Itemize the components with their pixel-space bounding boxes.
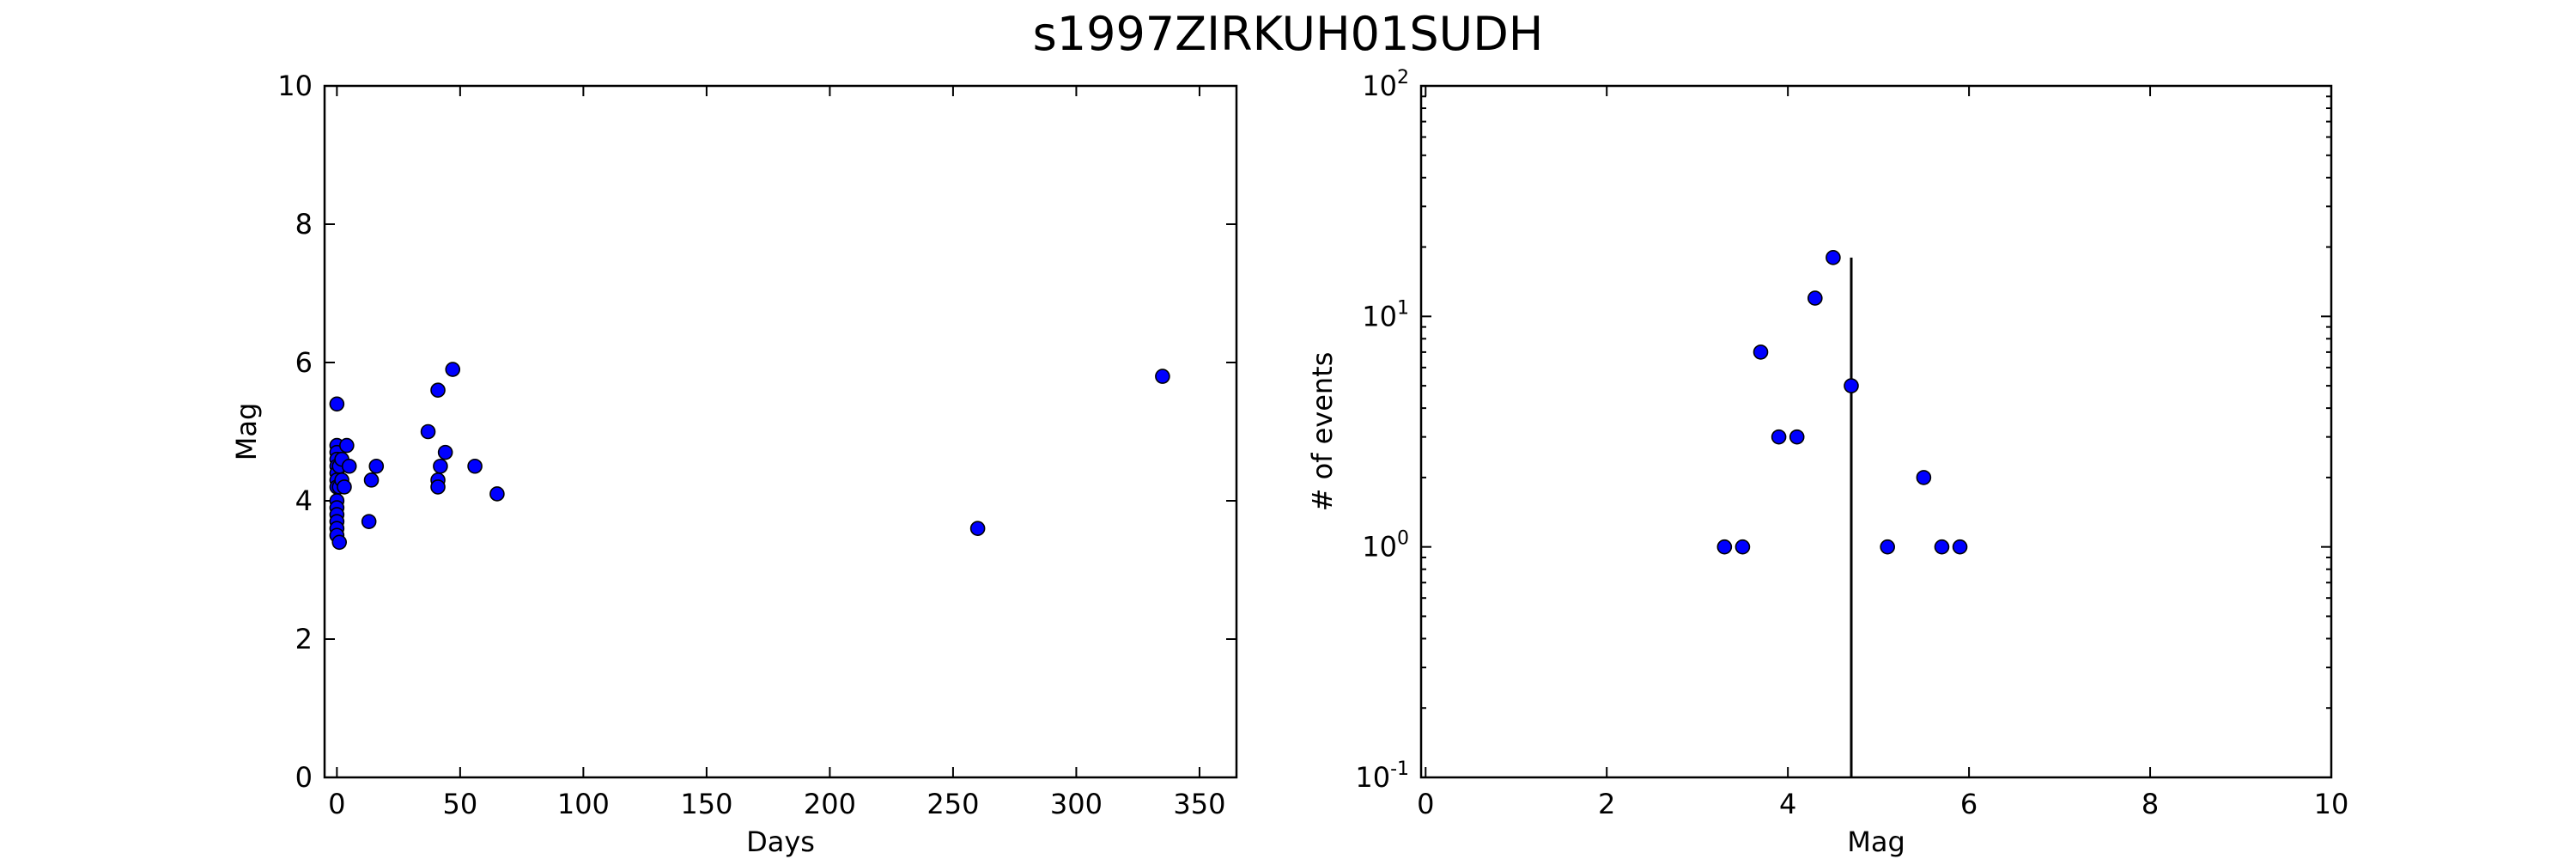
data-point: [368, 458, 385, 474]
data-point: [1880, 539, 1895, 555]
mag-distribution-plot: 0 2 4 6 8 10 10-1 100 101 102 Mag # of events: [1306, 67, 2348, 858]
data-point: [361, 514, 377, 529]
x-tick-label: 50: [443, 788, 478, 820]
data-point: [1771, 429, 1787, 445]
data-point: [433, 458, 448, 474]
data-point: [329, 396, 345, 412]
x-tick-label: 250: [927, 788, 979, 820]
data-point: [1716, 539, 1733, 555]
data-point: [1826, 250, 1841, 265]
data-point: [1789, 429, 1805, 445]
data-point: [1844, 378, 1859, 393]
x-tick-label: 4: [1779, 788, 1796, 820]
x-axis-label: Days: [746, 825, 815, 858]
x-tick-label: 0: [1417, 788, 1434, 820]
y-tick-label: 100: [1362, 528, 1409, 564]
x-tick-label: 100: [557, 788, 610, 820]
data-point: [1753, 344, 1769, 360]
y-axis-label: Mag: [230, 403, 263, 461]
y-tick-label: 6: [295, 346, 313, 379]
data-point: [341, 458, 357, 474]
data-point: [1952, 539, 1968, 555]
x-tick-label: 2: [1598, 788, 1615, 820]
data-point: [1916, 470, 1932, 485]
data-point: [430, 479, 446, 495]
x-axis-label: Mag: [1847, 825, 1905, 858]
plot-frame: [323, 84, 1238, 779]
y-tick-label: 8: [295, 208, 313, 241]
data-point: [467, 458, 483, 474]
data-point: [445, 362, 461, 377]
data-point: [1735, 539, 1751, 555]
data-point: [1155, 369, 1170, 384]
data-point: [420, 423, 436, 440]
y-tick-label: 0: [295, 761, 313, 794]
x-tick-label: 8: [2142, 788, 2159, 820]
y-tick-label: 10-1: [1355, 758, 1409, 794]
data-point: [339, 437, 355, 454]
x-tick-label: 300: [1050, 788, 1103, 820]
data-point: [1807, 290, 1823, 306]
data-point: [1934, 539, 1950, 555]
figure-title: s1997ZIRKUH01SUDH: [1033, 7, 1544, 61]
x-tick-label: 150: [680, 788, 732, 820]
y-tick-label: 102: [1362, 67, 1409, 102]
y-tick-label: 101: [1362, 297, 1409, 332]
data-point: [337, 479, 352, 495]
plot-frame: [1419, 84, 2333, 779]
data-point: [969, 521, 986, 537]
x-tick-label: 350: [1173, 788, 1225, 820]
days-vs-mag-plot: 0 50 100 150 200 250 300 350 0 2 4 6 8 10 Days Mag: [230, 70, 1238, 858]
data-point: [437, 444, 453, 460]
x-tick-label: 10: [2314, 788, 2349, 820]
y-tick-label: 10: [277, 70, 313, 102]
x-tick-label: 6: [1960, 788, 1978, 820]
data-point: [363, 472, 380, 488]
y-tick-label: 4: [295, 484, 313, 517]
y-axis-label: # of events: [1306, 352, 1339, 512]
x-tick-label: 200: [804, 788, 856, 820]
data-point: [489, 486, 505, 502]
y-tick-label: 2: [295, 623, 313, 655]
data-point: [331, 534, 348, 551]
x-tick-label: 0: [328, 788, 345, 820]
data-point: [430, 382, 446, 399]
